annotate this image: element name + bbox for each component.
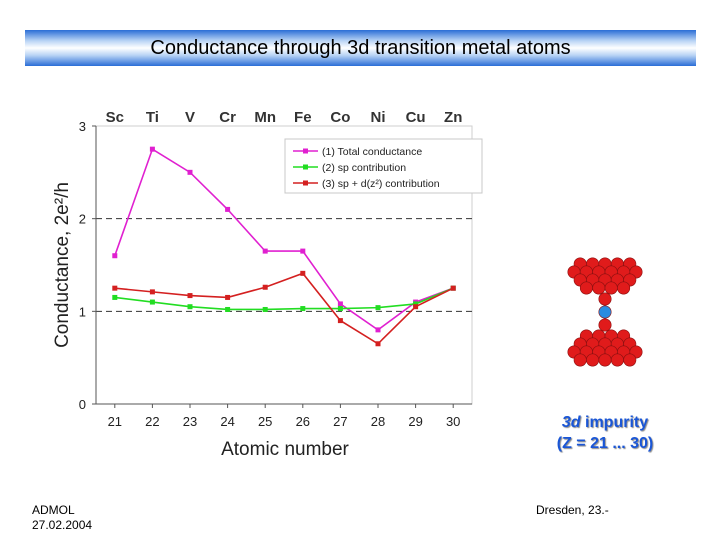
legend-entry: (1) Total conductance — [322, 146, 422, 158]
impurity-caption: 3d impurity (Z = 21 ... 30) — [520, 412, 690, 454]
footer-location: Dresden, 23.- — [536, 503, 609, 517]
data-point — [450, 285, 456, 291]
data-point — [413, 301, 419, 307]
element-symbol-label: Sc — [106, 109, 124, 126]
atomic-contact-illustration — [567, 257, 643, 367]
element-symbol-label: Fe — [294, 109, 312, 126]
data-point — [375, 305, 381, 311]
legend-marker — [303, 148, 308, 154]
data-point — [112, 285, 118, 291]
y-axis-label-text: Conductance, 2e²/h — [52, 182, 73, 348]
data-point — [112, 294, 118, 300]
impurity-italic: 3d — [561, 414, 581, 431]
series-line — [114, 272, 454, 345]
electrode-atom — [610, 353, 624, 367]
impurity-line2: (Z = 21 ... 30) — [556, 435, 654, 452]
x-tick-label: 21 — [108, 414, 122, 429]
x-tick-label: 23 — [183, 414, 197, 429]
data-point — [413, 304, 419, 310]
impurity-atom — [598, 305, 612, 319]
y-tick-label: 1 — [79, 304, 86, 319]
data-point — [300, 306, 306, 312]
chain-atom — [598, 318, 612, 332]
electrode-atom — [579, 281, 593, 295]
data-point — [187, 293, 193, 299]
page-title: Conductance through 3d transition metal … — [150, 36, 571, 59]
data-point — [375, 341, 381, 347]
footer-event: ADMOL — [32, 503, 75, 517]
y-tick-label: 0 — [79, 397, 86, 412]
x-tick-label: 30 — [446, 414, 460, 429]
data-point — [337, 318, 343, 324]
electrode-atom — [598, 353, 612, 367]
x-tick-label: 24 — [220, 414, 234, 429]
x-tick-label: 27 — [333, 414, 347, 429]
data-point — [300, 248, 306, 254]
data-point — [149, 289, 155, 295]
element-symbol-label: Mn — [254, 109, 276, 126]
data-point — [112, 253, 118, 259]
data-point — [187, 169, 193, 175]
data-point — [262, 306, 268, 312]
impurity-rest: impurity — [580, 414, 649, 431]
legend-marker — [303, 164, 308, 170]
data-point — [337, 301, 343, 307]
x-tick-label: 25 — [258, 414, 272, 429]
data-point — [225, 206, 231, 212]
y-tick-label: 2 — [79, 212, 86, 227]
electrode-atom — [604, 281, 618, 295]
data-point — [262, 284, 268, 290]
data-point — [375, 327, 381, 333]
element-symbol-label: Cu — [406, 109, 426, 126]
electrode-atom — [573, 353, 587, 367]
electrode-atom — [617, 281, 631, 295]
element-symbol-label: Zn — [444, 109, 462, 126]
element-symbol-label: V — [185, 109, 195, 126]
data-point — [187, 304, 193, 310]
element-symbol-label: Co — [330, 109, 350, 126]
data-point — [149, 146, 155, 152]
y-axis-label: Conductance, 2e²/h — [52, 182, 73, 348]
data-point — [225, 306, 231, 312]
electrode-atom — [623, 353, 637, 367]
legend-marker — [303, 180, 308, 186]
element-symbol-label: Ni — [371, 109, 386, 126]
electrode-atom — [586, 353, 600, 367]
data-point — [262, 248, 268, 254]
data-point — [300, 270, 306, 276]
legend-box — [284, 138, 483, 194]
series-line — [114, 147, 454, 331]
footer-date: 27.02.2004 — [32, 518, 93, 532]
data-point — [337, 306, 343, 312]
x-axis-label: Atomic number — [221, 439, 349, 460]
data-point — [225, 294, 231, 300]
y-tick-label: 3 — [79, 119, 86, 134]
footer-left: ADMOL 27.02.2004 — [32, 503, 92, 533]
x-tick-label: 26 — [296, 414, 310, 429]
element-symbol-label: Cr — [219, 109, 236, 126]
x-tick-label: 22 — [145, 414, 159, 429]
legend-entry: (3) sp + d(z²) contribution — [322, 178, 440, 190]
title-bar: Conductance through 3d transition metal … — [25, 30, 696, 66]
series-line — [114, 287, 454, 311]
x-tick-label: 28 — [371, 414, 385, 429]
element-symbol-label: Ti — [146, 109, 159, 126]
x-tick-label: 29 — [408, 414, 422, 429]
electrode-atom — [592, 281, 606, 295]
legend-entry: (2) sp contribution — [322, 162, 406, 174]
impurity-line1: 3d impurity — [520, 412, 690, 433]
chain-atom — [598, 292, 612, 306]
data-point — [149, 299, 155, 305]
